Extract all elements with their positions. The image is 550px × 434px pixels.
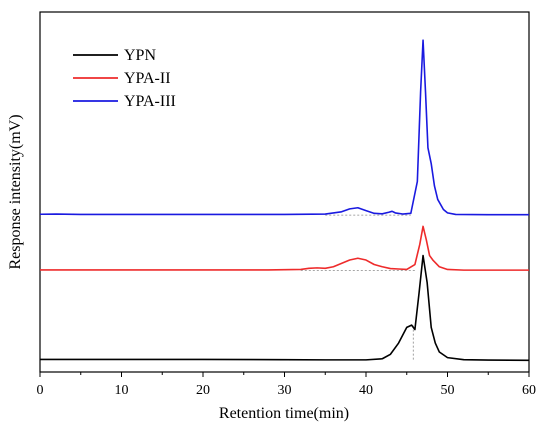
series-line-ypn (40, 254, 530, 362)
x-axis-ticks: 0 10 20 30 40 50 60 (37, 372, 536, 398)
series-line-ypa-ii (40, 225, 529, 271)
x-axis-title: Retention time(min) (219, 405, 349, 422)
legend: YPN YPA-II YPA-III (73, 47, 176, 110)
x-tick-label: 0 (37, 383, 44, 398)
legend-label-ypn: YPN (124, 47, 156, 64)
x-tick-label: 60 (522, 383, 536, 398)
series-line-ypa-iii (39, 39, 529, 216)
x-tick-label: 20 (196, 383, 210, 398)
x-tick-label: 40 (359, 383, 373, 398)
y-axis-title: Response intensity(mV) (7, 114, 24, 269)
legend-label-ypa-ii: YPA-II (124, 70, 171, 87)
legend-label-ypa-iii: YPA-III (124, 93, 176, 110)
plot-area: 0 10 20 30 40 50 60 (37, 11, 536, 398)
plot-frame (39, 11, 530, 373)
x-tick-label: 10 (115, 383, 129, 398)
series-layer (39, 39, 530, 362)
x-tick-label: 50 (441, 383, 455, 398)
x-tick-label: 30 (278, 383, 292, 398)
